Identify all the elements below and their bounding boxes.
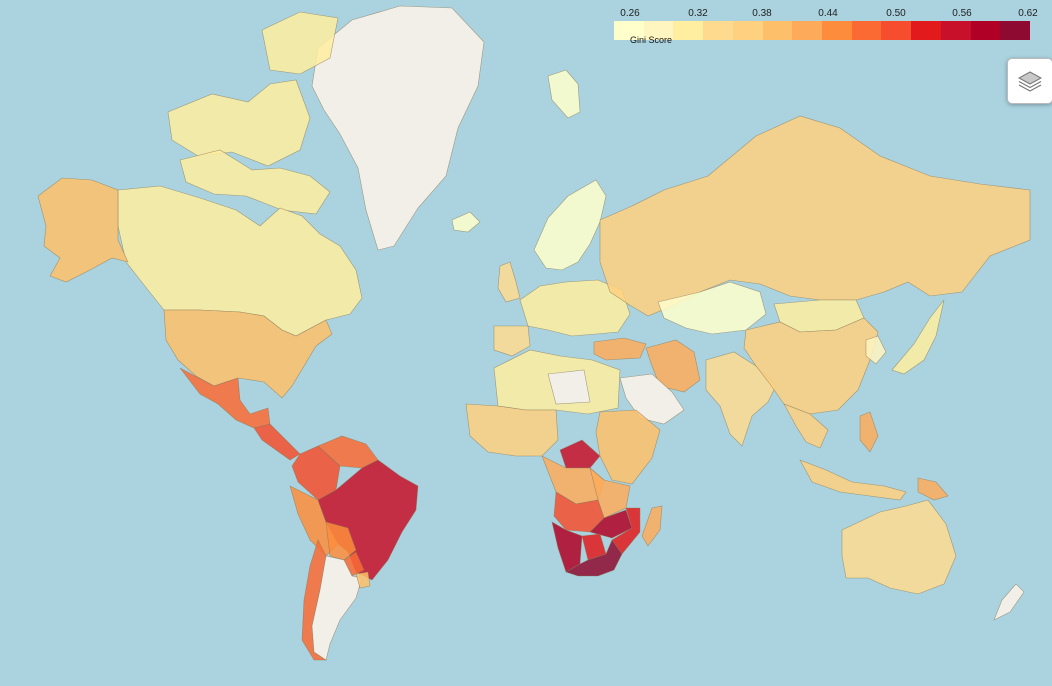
legend-tick: 0.44 xyxy=(818,8,838,19)
country-india[interactable] xyxy=(705,351,777,447)
country-greenland[interactable] xyxy=(311,5,485,251)
country-mexico[interactable] xyxy=(179,367,271,429)
country-south-africa[interactable] xyxy=(565,539,623,577)
legend-tick: 0.62 xyxy=(1018,8,1038,19)
country-china[interactable] xyxy=(743,317,879,415)
country-philippines[interactable] xyxy=(859,411,879,453)
legend-tick: 0.56 xyxy=(952,8,972,19)
country-turkey[interactable] xyxy=(593,337,647,361)
country-arctic-islands[interactable] xyxy=(179,149,331,215)
country-canada[interactable] xyxy=(117,185,363,337)
country-iran[interactable] xyxy=(645,339,701,393)
country-kazakhstan[interactable] xyxy=(657,281,767,335)
legend-tick: 0.32 xyxy=(688,8,708,19)
country-indonesia[interactable] xyxy=(799,459,907,501)
country-australia[interactable] xyxy=(841,499,957,595)
legend-color-swatch xyxy=(762,21,793,40)
legend-color-swatch xyxy=(792,21,823,40)
map-legend: 0.26 0.32 0.38 0.44 0.50 0.56 0.62 Gini … xyxy=(614,8,1038,48)
country-japan[interactable] xyxy=(891,299,945,375)
country-argentina[interactable] xyxy=(311,555,363,661)
legend-color-swatch xyxy=(1000,21,1031,40)
country-libya[interactable] xyxy=(547,369,591,405)
legend-tick-labels: 0.26 0.32 0.38 0.44 0.50 0.56 0.62 xyxy=(614,8,1038,20)
legend-color-swatch xyxy=(881,21,912,40)
legend-tick: 0.50 xyxy=(886,8,906,19)
country-central-african-republic[interactable] xyxy=(559,439,601,469)
legend-color-swatch xyxy=(673,21,704,40)
country-spain[interactable] xyxy=(493,325,531,357)
legend-color-swatch xyxy=(940,21,971,40)
country-arctic-islands[interactable] xyxy=(261,11,339,75)
country-bolivia[interactable] xyxy=(325,521,357,561)
country-united-states[interactable] xyxy=(163,309,333,399)
legend-color-swatch xyxy=(851,21,882,40)
legend-color-swatch xyxy=(822,21,852,40)
country-western-europe[interactable] xyxy=(519,279,631,337)
legend-tick: 0.26 xyxy=(620,8,640,19)
country-southeast-asia[interactable] xyxy=(783,403,829,449)
country-west-africa[interactable] xyxy=(465,403,559,457)
country-arctic-islands[interactable] xyxy=(167,79,311,167)
legend-color-swatch xyxy=(911,21,941,40)
country-korea[interactable] xyxy=(865,335,887,365)
country-new-zealand[interactable] xyxy=(993,583,1025,621)
layers-control-button[interactable] xyxy=(1007,58,1052,104)
legend-color-swatch xyxy=(732,21,763,40)
country-madagascar[interactable] xyxy=(641,505,663,547)
legend-caption: Gini Score xyxy=(630,35,673,45)
legend-color-swatch xyxy=(970,21,1001,40)
legend-tick: 0.38 xyxy=(752,8,772,19)
country-papua-new-guinea[interactable] xyxy=(917,477,949,501)
layers-icon xyxy=(1017,71,1043,92)
country-alaska[interactable] xyxy=(37,177,129,283)
legend-color-swatch xyxy=(703,21,733,40)
country-svalbard[interactable] xyxy=(547,69,581,119)
legend-color-ramp xyxy=(614,21,1031,40)
country-east-africa[interactable] xyxy=(595,409,661,485)
country-uruguay[interactable] xyxy=(355,571,371,589)
country-iceland[interactable] xyxy=(451,211,481,233)
country-united-kingdom[interactable] xyxy=(497,261,521,303)
legend-color-swatch xyxy=(643,21,674,40)
legend-color-swatch xyxy=(614,21,644,40)
